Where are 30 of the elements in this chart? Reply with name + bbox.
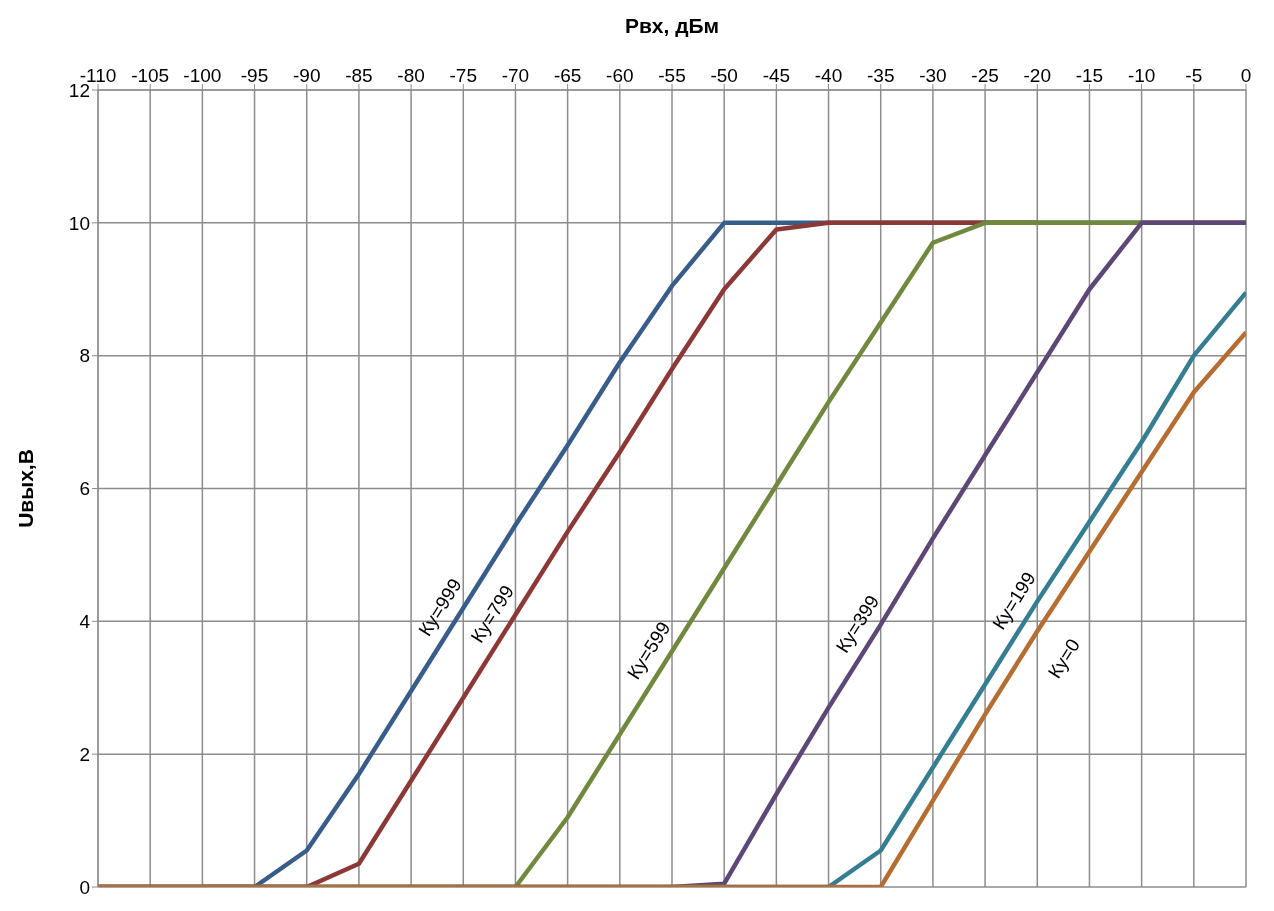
y-axis-title: Uвых,В: [14, 449, 38, 528]
x-tick-label: -25: [971, 65, 999, 86]
x-tick-label: -20: [1023, 65, 1052, 86]
x-tick-label: -40: [814, 65, 843, 86]
x-tick-label: -85: [345, 65, 373, 86]
x-tick-label: -100: [183, 65, 222, 86]
x-tick-label: -90: [292, 65, 321, 86]
x-tick-label: 0: [1240, 65, 1252, 86]
x-tick-label: -10: [1127, 65, 1156, 86]
x-tick-label: -55: [658, 65, 686, 86]
x-tick-label: -80: [397, 65, 425, 86]
x-tick-label: -60: [606, 65, 634, 86]
y-tick-label: 6: [79, 478, 90, 500]
x-tick-label: -45: [762, 65, 791, 86]
x-tick-label: -75: [449, 65, 478, 86]
x-tick-label: -50: [710, 65, 738, 86]
x-tick-label: -70: [501, 65, 530, 86]
x-tick-label: -15: [1075, 65, 1104, 86]
y-tick-label: 4: [79, 611, 91, 633]
x-tick-label: -30: [919, 65, 947, 86]
x-tick-label: -5: [1185, 65, 1203, 86]
y-tick-label: 8: [79, 345, 90, 367]
x-tick-label: -95: [240, 65, 269, 86]
x-tick-label: -105: [131, 65, 170, 86]
x-axis-title: Рвх, дБм: [624, 13, 720, 37]
x-tick-label: -35: [866, 65, 895, 86]
y-tick-label: 2: [79, 743, 90, 765]
y-tick-label: 0: [79, 876, 90, 898]
x-tick-label: -65: [553, 65, 582, 86]
y-tick-label: 10: [68, 212, 90, 234]
